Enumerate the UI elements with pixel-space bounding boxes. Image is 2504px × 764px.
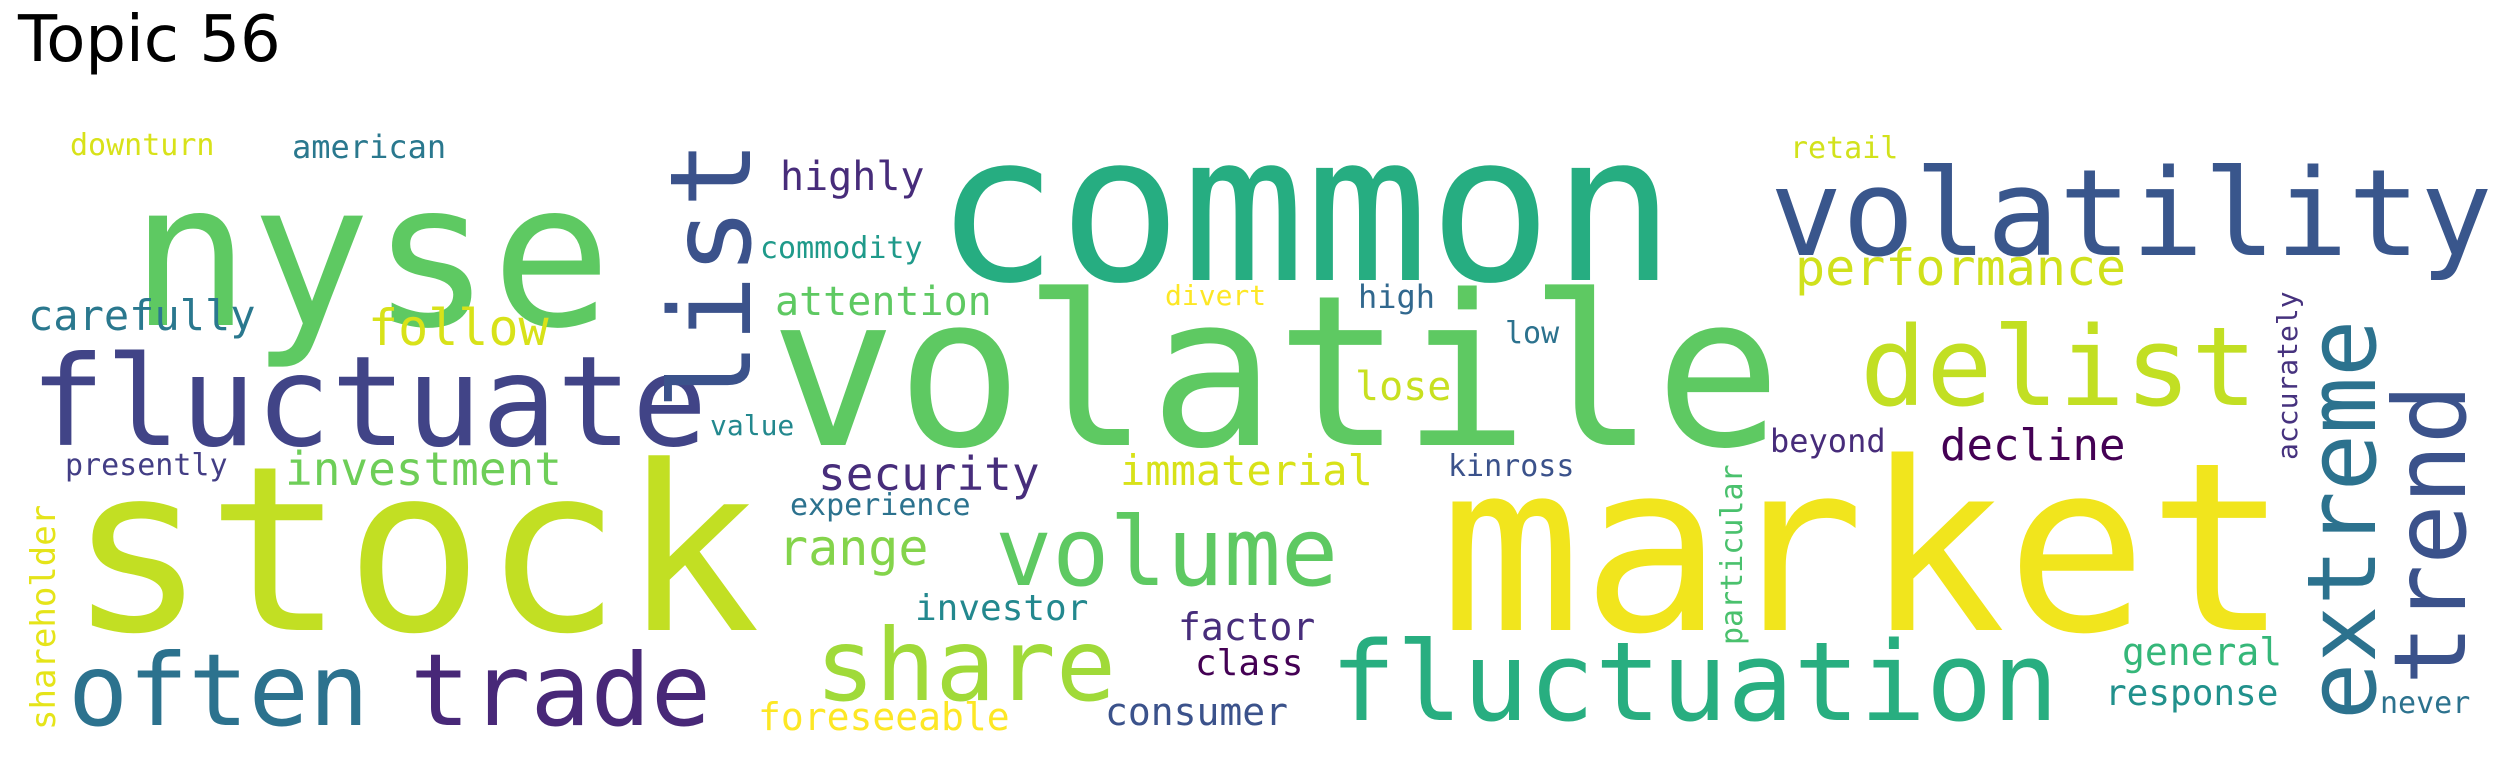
word-high: high — [1358, 278, 1435, 316]
word-retail: retail — [1790, 131, 1898, 166]
word-kinross: kinross — [1448, 449, 1574, 484]
word-highly: highly — [780, 154, 925, 200]
word-performance: performance — [1795, 239, 2126, 297]
word-security: security — [818, 447, 1040, 501]
word-low: low — [1505, 316, 1560, 351]
word-delist: delist — [1860, 303, 2257, 431]
word-fluctuate: fluctuate — [30, 330, 707, 475]
word-beyond: beyond — [1770, 422, 1886, 460]
word-never: never — [2380, 686, 2470, 721]
word-list: list — [647, 140, 777, 410]
word-common: common — [935, 91, 1676, 329]
word-attention: attention — [775, 279, 992, 325]
word-value: value — [710, 409, 794, 442]
word-presently: presently — [65, 448, 228, 483]
word-follow: follow — [368, 299, 550, 357]
word-volatile: volatile — [770, 250, 1781, 495]
word-class: class — [1195, 643, 1303, 684]
word-accurately: accurately — [2271, 291, 2304, 460]
word-commodity: commodity — [760, 231, 923, 266]
word-decline: decline — [1940, 420, 2125, 471]
word-trade: trade — [410, 632, 711, 749]
word-volume: volume — [995, 498, 1338, 608]
word-divert: divert — [1165, 279, 1266, 312]
word-general: general — [2122, 630, 2282, 674]
word-volatility: volatility — [1770, 145, 2492, 284]
word-often: often — [68, 632, 369, 749]
word-nyse: nyse — [130, 140, 612, 373]
word-trend: trend — [2372, 384, 2489, 685]
word-response: response — [2105, 673, 2278, 714]
word-stock: stock — [68, 418, 760, 685]
word-investment: investment — [285, 442, 562, 496]
word-downturn: downturn — [70, 128, 215, 163]
word-particular: particular — [1715, 464, 1750, 645]
word-investor: investor — [915, 588, 1088, 629]
word-american: american — [292, 128, 446, 166]
word-factor: factor — [1178, 605, 1315, 649]
word-range: range — [778, 519, 929, 577]
word-fluctuation: fluctuation — [1330, 618, 2058, 746]
word-extreme: extreme — [2288, 320, 2398, 720]
word-carefully: carefully — [28, 291, 256, 340]
word-consumer: consumer — [1105, 690, 1288, 734]
word-shareholder: shareholder — [24, 505, 64, 730]
word-foreseeable: foreseeable — [758, 695, 1010, 739]
word-immaterial: immaterial — [1120, 446, 1373, 495]
word-lose: lose — [1355, 364, 1451, 410]
word-share: share — [815, 607, 1116, 724]
word-experience: experience — [790, 488, 971, 523]
page-title: Topic 56 — [18, 3, 281, 77]
word-market: market — [1440, 413, 2289, 686]
